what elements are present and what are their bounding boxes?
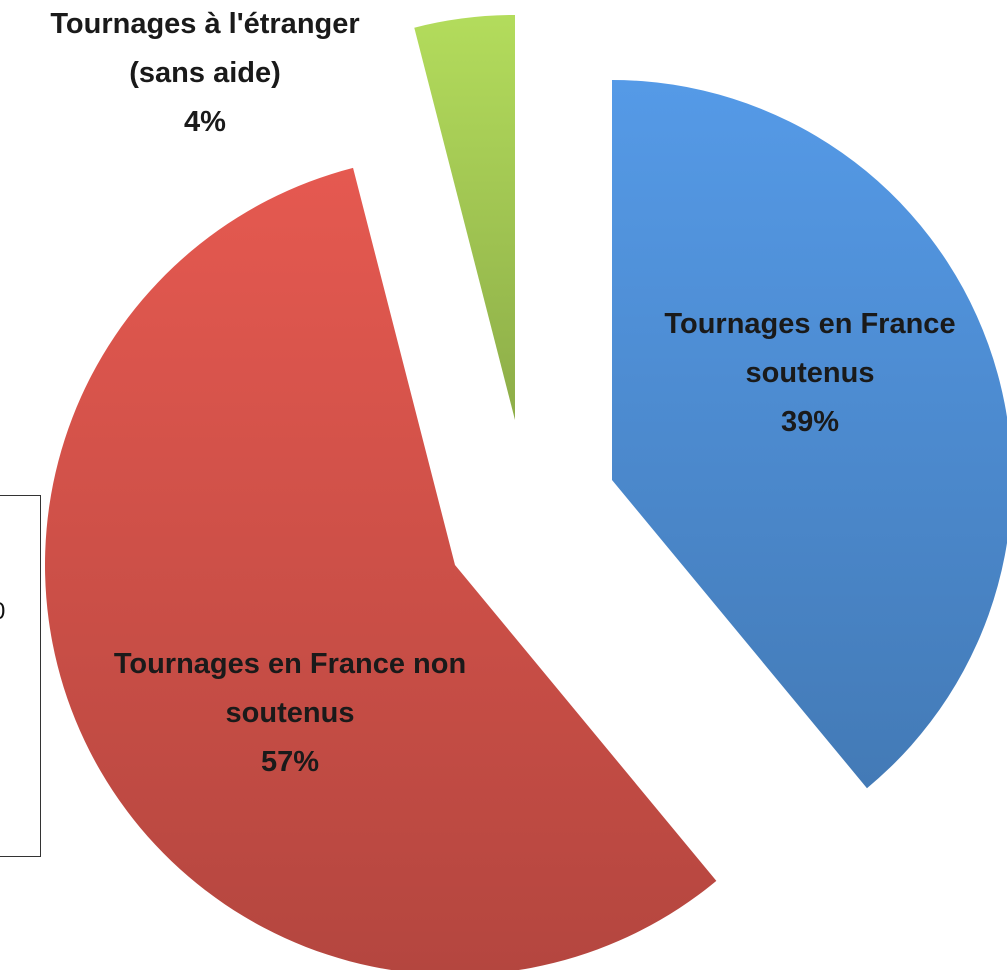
slice-value-label: 39% — [780, 406, 840, 438]
cropped-text: 0 — [0, 598, 5, 626]
pie-slice — [414, 15, 515, 420]
pie-slice — [45, 167, 717, 970]
slice-label: Tournages en France non soutenus 57% — [60, 640, 520, 787]
cropped-box — [0, 495, 41, 857]
slice-value-label: 4% — [184, 106, 226, 138]
slice-name: Tournages en France soutenus — [664, 308, 956, 389]
slice-name: Tournages en France non soutenus — [113, 648, 467, 729]
slice-label: Tournages à l'étranger (sans aide) 4% — [10, 0, 400, 147]
slice-value-label: 57% — [260, 746, 320, 778]
slice-name: Tournages à l'étranger (sans aide) — [50, 8, 360, 89]
pie-slice — [612, 80, 1007, 789]
slice-label: Tournages en France soutenus 39% — [625, 300, 995, 447]
